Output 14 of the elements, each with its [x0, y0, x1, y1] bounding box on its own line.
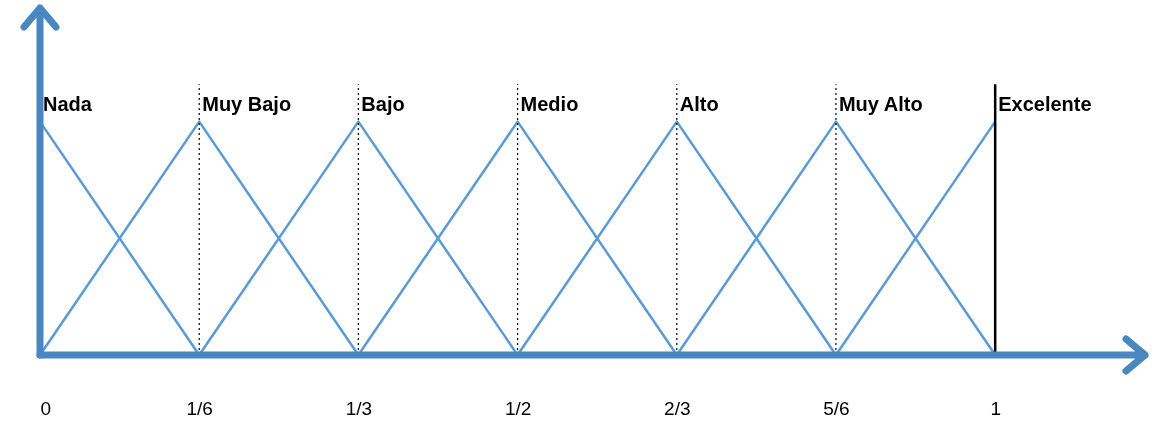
x-tick-label: 5/6 — [823, 397, 850, 419]
x-tick-label: 1/6 — [186, 397, 213, 419]
series-label: Alto — [679, 92, 719, 115]
x-tick-label: 2/3 — [664, 397, 691, 419]
x-tick-label: 1/3 — [345, 397, 373, 419]
series-label: Medio — [520, 92, 579, 115]
series-label: Muy Bajo — [202, 92, 292, 115]
series-label: Excelente — [998, 92, 1092, 115]
x-tick-label: 0 — [40, 397, 52, 419]
x-tick-label: 1 — [990, 397, 1001, 419]
series-label: Bajo — [361, 92, 405, 115]
series-label: Nada — [43, 92, 93, 115]
series-label: Muy Alto — [838, 92, 923, 115]
x-tick-label: 1/2 — [504, 397, 532, 419]
